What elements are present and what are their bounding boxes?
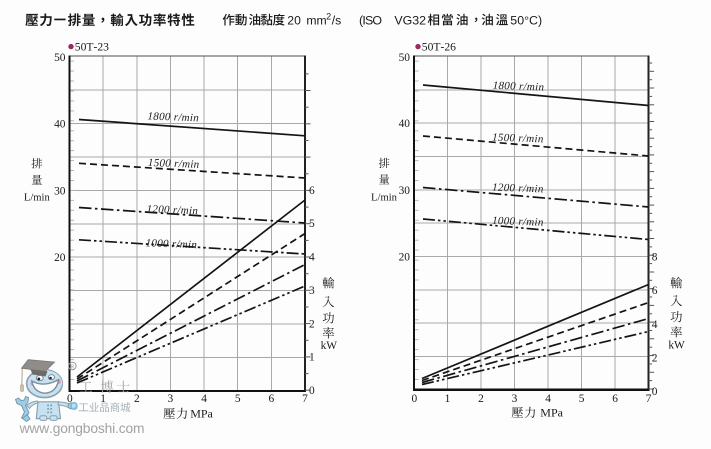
svg-text:4: 4 [545, 393, 551, 405]
svg-text:30: 30 [54, 185, 66, 197]
svg-text:1800 r/min: 1800 r/min [147, 110, 199, 124]
svg-text:4: 4 [201, 393, 207, 405]
svg-text:kW: kW [668, 340, 685, 352]
svg-text:3: 3 [309, 285, 315, 297]
svg-text:www.gongboshi.com: www.gongboshi.com [19, 421, 145, 436]
svg-text:MPa: MPa [540, 406, 563, 420]
svg-text:1200 r/min: 1200 r/min [492, 182, 544, 196]
svg-text:1000 r/min: 1000 r/min [145, 237, 197, 251]
svg-text:50T-26: 50T-26 [422, 40, 456, 53]
svg-text:20: 20 [54, 252, 66, 264]
svg-text:1200 r/min: 1200 r/min [146, 203, 198, 217]
svg-text:kW: kW [321, 340, 338, 352]
svg-text:7: 7 [646, 393, 652, 405]
svg-text:2: 2 [326, 12, 331, 22]
svg-text:3: 3 [512, 393, 518, 405]
svg-text:6: 6 [652, 285, 658, 297]
svg-text:4: 4 [309, 252, 315, 264]
svg-text:50: 50 [399, 52, 411, 64]
svg-text:50°C): 50°C) [510, 14, 542, 28]
svg-text:1000 r/min: 1000 r/min [492, 215, 544, 229]
svg-text:0: 0 [309, 385, 315, 397]
svg-text:5: 5 [579, 393, 585, 405]
svg-text:5: 5 [235, 393, 241, 405]
svg-text:1800 r/min: 1800 r/min [492, 80, 544, 94]
svg-text:1500 r/min: 1500 r/min [492, 132, 544, 146]
svg-text:0: 0 [411, 393, 417, 405]
svg-text:30: 30 [399, 185, 411, 197]
svg-text:6: 6 [309, 185, 315, 197]
svg-text:1: 1 [309, 352, 315, 364]
svg-text:2: 2 [309, 318, 315, 330]
svg-text:VG32: VG32 [394, 14, 426, 28]
svg-text:50: 50 [54, 52, 66, 64]
svg-text:1: 1 [445, 393, 451, 405]
svg-text:0: 0 [67, 393, 73, 405]
svg-text:L/min: L/min [371, 192, 398, 203]
svg-text:2: 2 [652, 352, 658, 364]
svg-text:4: 4 [652, 319, 658, 331]
svg-text:40: 40 [399, 118, 411, 130]
svg-text:0: 0 [652, 386, 658, 398]
svg-text:L/min: L/min [24, 192, 51, 203]
svg-text:1: 1 [100, 393, 106, 405]
svg-text:2: 2 [478, 393, 484, 405]
svg-text:50T-23: 50T-23 [75, 40, 109, 53]
svg-text:2: 2 [134, 393, 140, 405]
svg-text:1500 r/min: 1500 r/min [148, 157, 200, 171]
svg-text:MPa: MPa [190, 407, 213, 421]
svg-text:8: 8 [652, 252, 658, 264]
svg-text:6: 6 [612, 393, 618, 405]
svg-text:5: 5 [309, 218, 315, 230]
svg-text:3: 3 [168, 393, 174, 405]
svg-text:7: 7 [302, 393, 308, 405]
svg-text:40: 40 [54, 118, 66, 130]
svg-text:20: 20 [399, 252, 411, 264]
svg-text:mm: mm [306, 14, 326, 28]
svg-text:6: 6 [269, 393, 275, 405]
svg-text:R: R [70, 364, 75, 371]
svg-text:/s: /s [332, 14, 341, 28]
svg-text:20: 20 [287, 14, 301, 28]
svg-text:(ISO: (ISO [359, 14, 382, 28]
